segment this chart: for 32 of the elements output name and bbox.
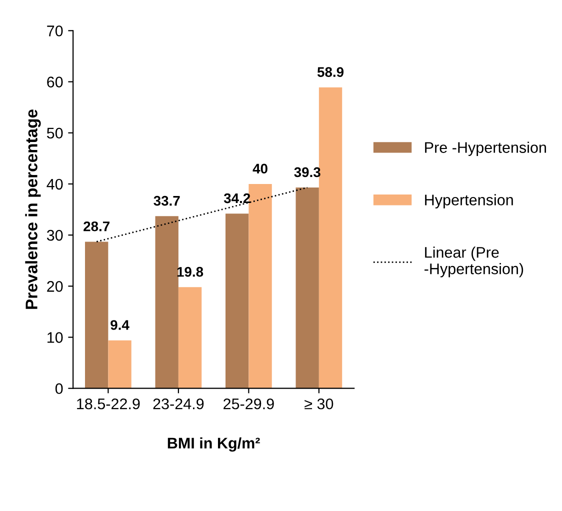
y-tick-label: 50 xyxy=(46,128,63,139)
bar xyxy=(155,216,178,388)
x-tick-label: ≥ 30 xyxy=(304,398,334,410)
bar xyxy=(226,214,249,388)
bar xyxy=(318,87,342,388)
y-tick-label: 10 xyxy=(48,332,63,343)
y-tick-label: 0 xyxy=(55,383,63,394)
bar xyxy=(108,340,132,388)
x-tick-label: 25-29.9 xyxy=(224,398,274,410)
y-tick-label: 40 xyxy=(46,178,63,190)
y-tick-label: 30 xyxy=(46,230,63,241)
bar xyxy=(85,242,108,388)
bar xyxy=(178,287,202,388)
data-label: 39.3 xyxy=(294,167,320,178)
y-tick-label: 20 xyxy=(47,281,63,292)
data-label: 28.7 xyxy=(84,221,110,232)
data-label: 33.7 xyxy=(154,196,180,206)
data-label: 40 xyxy=(252,164,268,174)
y-tick-label: 60 xyxy=(47,76,63,88)
data-label: 58.9 xyxy=(317,67,344,77)
y-tick-label: 70 xyxy=(47,26,63,36)
bar xyxy=(248,184,272,388)
data-label: 34.2 xyxy=(224,193,250,204)
x-tick-label: 18.5-22.9 xyxy=(77,398,140,410)
data-label: 9.4 xyxy=(110,320,130,330)
y-axis-title: Prevalence in percentage xyxy=(25,110,41,309)
legend-label: Pre -Hypertension xyxy=(425,142,546,156)
legend-label: Hypertension xyxy=(425,194,513,208)
x-axis-title: BMI in Kg/m² xyxy=(168,437,260,452)
x-tick-label: 23-24.9 xyxy=(153,398,204,410)
bar xyxy=(296,188,319,388)
legend-label: Linear (Pre -Hypertension) xyxy=(424,246,524,278)
